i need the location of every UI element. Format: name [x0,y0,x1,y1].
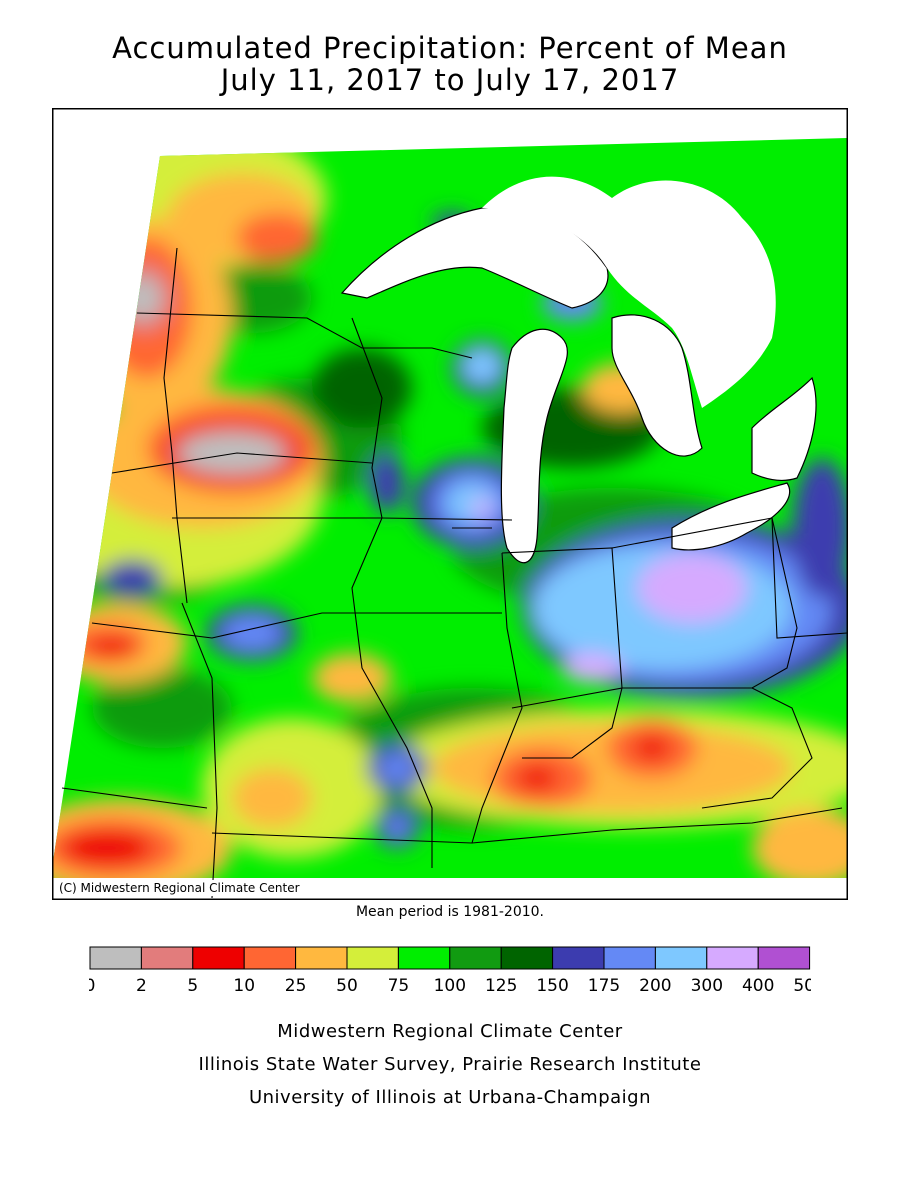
legend-swatch [346,946,399,970]
legend-swatch [757,946,811,970]
legend-swatch [295,946,348,970]
footer-organization: Midwestern Regional Climate Center [277,1021,623,1042]
legend-swatch [192,946,245,970]
legend-tick-label: 100 [434,976,466,996]
legend-tick-label: 400 [742,976,774,996]
legend-swatch [603,946,656,970]
legend-tick-label: 150 [536,976,568,996]
legend-swatch [243,946,297,970]
legend-tick-label: 50 [336,976,358,996]
legend-swatch [500,946,554,970]
legend-tick-label: 25 [285,976,307,996]
legend-tick-label: 175 [588,976,620,996]
legend-tick-label: 0 [89,976,95,996]
legend-tick-label: 500 [793,976,811,996]
state-borders [61,247,848,899]
mean-period-note: Mean period is 1981-2010. [355,904,545,920]
legend-swatch [449,946,502,970]
lake-michigan [500,328,568,564]
legend-tick-label: 200 [639,976,671,996]
legend-swatch [140,946,194,970]
legend-swatch [397,946,451,970]
footer-university: University of Illinois at Urbana-Champai… [248,1087,652,1108]
map-title: Accumulated Precipitation: Percent of Me… [112,31,788,65]
map-date-range: July 11, 2017 to July 17, 2017 [220,63,680,97]
legend-tick-label: 125 [485,976,517,996]
legend-tick-label: 5 [187,976,198,996]
lake-superior [340,206,609,309]
lake-huron [611,314,703,457]
precipitation-map [52,108,848,900]
copyright-label: (C) Midwestern Regional Climate Center [55,880,304,896]
lake-erie [671,482,791,551]
great-lakes [340,206,791,564]
legend-tick-label: 2 [136,976,147,996]
legend-swatch [552,946,605,970]
footer-survey: Illinois State Water Survey, Prairie Res… [198,1054,702,1075]
legend-swatch [706,946,759,970]
legend-tick-label: 300 [691,976,723,996]
legend-tick-label: 10 [233,976,255,996]
legend-swatch [654,946,708,970]
legend-tick-label: 75 [388,976,410,996]
legend-swatch [89,946,142,970]
color-legend: 02510255075100125150175200300400500 [89,946,811,996]
